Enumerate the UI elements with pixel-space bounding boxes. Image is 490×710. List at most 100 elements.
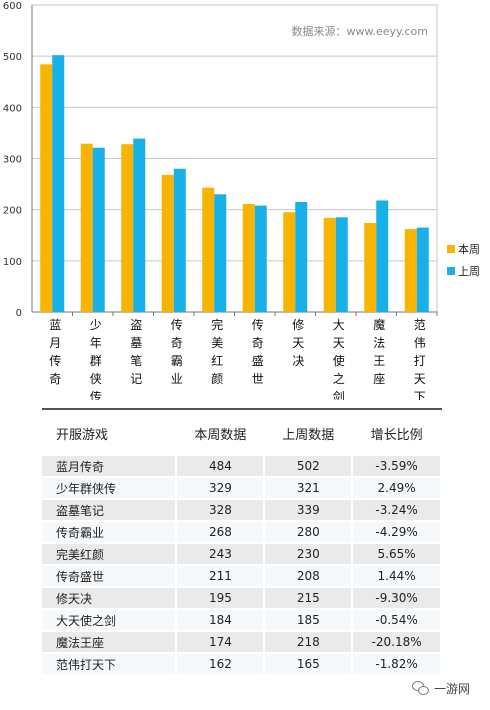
x-category-char: 传 xyxy=(90,389,102,400)
x-category-char: 记 xyxy=(130,372,142,386)
watermark-text: 一游网 xyxy=(434,681,471,696)
x-category-char: 传 xyxy=(252,317,264,332)
table-row: 蓝月传奇 484 502 -3.59% xyxy=(42,456,440,476)
x-category-char: 天 xyxy=(414,372,426,386)
header-last-week: 上周数据 xyxy=(282,427,335,443)
cell-this-week: 184 xyxy=(177,610,264,630)
cell-last-week: 321 xyxy=(265,478,352,498)
x-category-char: 少 xyxy=(90,318,102,332)
cell-this-week: 174 xyxy=(177,632,264,652)
wechat-icon xyxy=(412,681,430,695)
y-tick-label: 200 xyxy=(3,206,22,217)
table-row: 完美红颜 243 230 5.65% xyxy=(42,544,440,564)
y-tick-label: 0 xyxy=(16,308,22,319)
x-category-char: 群 xyxy=(90,354,102,368)
x-category-char: 之 xyxy=(333,372,345,386)
legend-label: 上周 xyxy=(458,265,480,278)
bar-last-week xyxy=(133,138,146,312)
table-row: 传奇盛世 211 208 1.44% xyxy=(42,566,440,586)
bar-this-week xyxy=(323,217,336,312)
x-category-label: 盗墓笔记 xyxy=(130,317,142,386)
x-category-char: 美 xyxy=(211,336,223,350)
x-category-char: 下 xyxy=(414,390,426,400)
x-category-label: 大天使之剑 xyxy=(333,318,345,400)
cell-last-week: 502 xyxy=(265,456,352,476)
x-category-char: 修 xyxy=(292,317,304,332)
cell-last-week: 215 xyxy=(265,588,352,608)
chart-bars xyxy=(40,55,429,312)
x-category-char: 霸 xyxy=(171,354,183,368)
x-category-char: 传 xyxy=(171,317,183,332)
x-category-char: 侠 xyxy=(90,372,102,386)
x-category-char: 决 xyxy=(292,354,304,368)
cell-game: 魔法王座 xyxy=(42,632,176,652)
x-category-char: 天 xyxy=(333,336,345,350)
bar-this-week xyxy=(242,204,255,312)
data-table: 开服游戏 本周数据 上周数据 增长比例 蓝月传奇 484 502 -3.59% 少年群侠… xyxy=(42,408,442,676)
bar-last-week xyxy=(376,200,389,312)
cell-last-week: 165 xyxy=(265,654,352,674)
x-category-label: 传奇霸业 xyxy=(171,317,183,386)
watermark: 一游网 xyxy=(412,676,490,700)
y-tick-label: 500 xyxy=(3,52,22,63)
cell-game: 少年群侠传 xyxy=(42,478,176,498)
x-category-char: 盗 xyxy=(130,317,142,332)
x-category-label: 魔法王座 xyxy=(373,317,385,386)
x-category-char: 大 xyxy=(333,318,345,332)
cell-growth: -3.24% xyxy=(353,500,440,520)
cell-growth: 5.65% xyxy=(353,544,440,564)
cell-growth: 1.44% xyxy=(353,566,440,586)
table-row: 少年群侠传 329 321 2.49% xyxy=(42,478,440,498)
cell-game: 蓝月传奇 xyxy=(42,456,176,476)
header-growth: 增长比例 xyxy=(370,427,423,443)
x-category-char: 魔 xyxy=(373,317,385,332)
cell-this-week: 268 xyxy=(177,522,264,542)
bar-this-week xyxy=(121,144,134,312)
x-category-char: 王 xyxy=(373,354,385,368)
cell-last-week: 339 xyxy=(265,500,352,520)
cell-game: 盗墓笔记 xyxy=(42,500,176,520)
x-category-char: 传 xyxy=(49,353,61,368)
bar-last-week xyxy=(295,201,308,312)
bar-last-week xyxy=(416,227,429,312)
table-row: 修天决 195 215 -9.30% xyxy=(42,588,440,608)
bar-this-week xyxy=(283,212,296,312)
cell-growth: -20.18% xyxy=(353,632,440,652)
bar-last-week xyxy=(92,147,105,312)
x-category-char: 剑 xyxy=(333,389,345,400)
header-game: 开服游戏 xyxy=(56,427,109,443)
bar-this-week xyxy=(40,64,53,312)
cell-this-week: 484 xyxy=(177,456,264,476)
bar-this-week xyxy=(364,222,377,312)
bar-last-week xyxy=(214,194,227,312)
table-row: 魔法王座 174 218 -20.18% xyxy=(42,632,440,652)
x-category-char: 盛 xyxy=(252,353,264,368)
x-category-char: 红 xyxy=(211,353,223,368)
x-category-char: 颜 xyxy=(211,371,223,386)
cell-growth: -1.82% xyxy=(353,654,440,674)
x-category-char: 奇 xyxy=(252,336,264,350)
y-tick-label: 600 xyxy=(3,1,22,12)
x-category-char: 使 xyxy=(333,353,345,368)
cell-game: 传奇霸业 xyxy=(42,522,176,542)
x-category-label: 传奇盛世 xyxy=(252,317,264,386)
cell-this-week: 162 xyxy=(177,654,264,674)
x-category-char: 伟 xyxy=(414,336,426,350)
x-category-char: 墓 xyxy=(130,336,142,350)
x-category-char: 月 xyxy=(49,336,61,350)
x-category-char: 奇 xyxy=(49,372,61,386)
y-axis-ticks: 0 100 200 300 400 500 600 xyxy=(3,1,22,319)
cell-growth: -3.59% xyxy=(353,456,440,476)
cell-game: 修天决 xyxy=(42,588,176,608)
bar-last-week xyxy=(52,55,65,312)
x-category-char: 打 xyxy=(414,354,426,368)
x-category-char: 世 xyxy=(252,372,264,386)
cell-this-week: 329 xyxy=(177,478,264,498)
cell-growth: -4.29% xyxy=(353,522,440,542)
y-tick-label: 100 xyxy=(3,257,22,268)
x-category-char: 奇 xyxy=(171,336,183,350)
cell-last-week: 218 xyxy=(265,632,352,652)
x-axis-categories: 蓝月传奇少年群侠传盗墓笔记传奇霸业完美红颜传奇盛世修天决大天使之剑魔法王座范伟打… xyxy=(49,317,426,400)
bar-last-week xyxy=(335,217,348,312)
